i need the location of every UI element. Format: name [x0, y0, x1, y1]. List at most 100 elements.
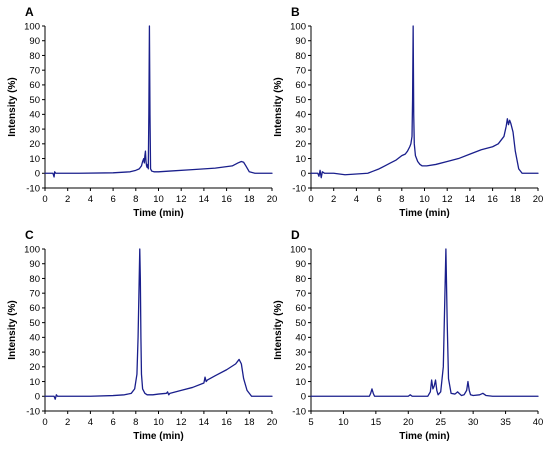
y-tick-label-d: 50: [295, 318, 306, 329]
x-tick-label-a: 2: [65, 194, 70, 205]
x-tick-label-b: 20: [533, 194, 544, 205]
y-tick-label-c: 80: [29, 274, 40, 285]
y-tick-label-b: 80: [295, 51, 306, 62]
y-tick-label-a: 50: [29, 95, 40, 106]
y-tick-label-d: 60: [295, 303, 306, 314]
x-tick-label-a: 16: [221, 194, 232, 205]
y-tick-label-a: 70: [29, 65, 40, 76]
x-tick-label-d: 20: [403, 417, 414, 428]
y-tick-label-b: 0: [301, 169, 306, 180]
x-tick-label-d: 25: [435, 417, 446, 428]
x-tick-label-c: 8: [133, 417, 138, 428]
y-tick-label-c: 60: [29, 303, 40, 314]
x-tick-label-c: 14: [199, 417, 210, 428]
x-tick-label-c: 18: [244, 417, 255, 428]
x-tick-label-b: 4: [354, 194, 359, 205]
y-tick-label-b: 20: [295, 139, 306, 150]
panel-label-b: B: [291, 5, 300, 19]
y-tick-label-a: 80: [29, 51, 40, 62]
x-tick-label-b: 6: [376, 194, 381, 205]
x-tick-label-b: 8: [399, 194, 404, 205]
x-axis-title-c: Time (min): [133, 431, 183, 442]
y-tick-label-d: 30: [295, 347, 306, 358]
y-tick-label-a: 90: [29, 36, 40, 47]
y-tick-label-c: 30: [29, 347, 40, 358]
y-tick-label-c: 70: [29, 288, 40, 299]
y-tick-label-a: 100: [24, 21, 40, 32]
y-tick-label-b: 50: [295, 95, 306, 106]
y-tick-label-c: 10: [29, 377, 40, 388]
x-axis-title-a: Time (min): [133, 208, 183, 219]
panel-label-d: D: [291, 228, 300, 242]
y-tick-label-d: -10: [292, 406, 306, 417]
x-tick-label-c: 0: [42, 417, 47, 428]
x-tick-label-b: 2: [331, 194, 336, 205]
y-tick-label-b: 90: [295, 36, 306, 47]
y-tick-label-c: 50: [29, 318, 40, 329]
x-tick-label-b: 14: [465, 194, 476, 205]
y-tick-label-d: 0: [301, 392, 306, 403]
x-tick-label-c: 12: [176, 417, 187, 428]
y-tick-label-b: 10: [295, 154, 306, 165]
y-tick-label-c: -10: [26, 406, 40, 417]
x-tick-label-c: 4: [88, 417, 93, 428]
y-axis-title-d: Intensity (%): [273, 300, 284, 359]
x-tick-label-c: 20: [267, 417, 278, 428]
y-tick-label-d: 40: [295, 333, 306, 344]
y-tick-label-c: 100: [24, 244, 40, 255]
x-tick-label-b: 12: [442, 194, 453, 205]
x-tick-label-d: 5: [308, 417, 313, 428]
y-tick-label-d: 100: [290, 244, 306, 255]
y-tick-label-a: 30: [29, 124, 40, 135]
x-tick-label-c: 2: [65, 417, 70, 428]
panel-label-c: C: [25, 228, 34, 242]
x-tick-label-a: 12: [176, 194, 187, 205]
y-axis-title-c: Intensity (%): [7, 300, 18, 359]
y-tick-label-d: 80: [295, 274, 306, 285]
x-tick-label-a: 14: [199, 194, 210, 205]
x-tick-label-d: 10: [338, 417, 349, 428]
chromatogram-trace-a: [44, 25, 273, 178]
y-axis-title-b: Intensity (%): [273, 77, 284, 136]
x-tick-label-b: 0: [308, 194, 313, 205]
y-tick-label-a: -10: [26, 183, 40, 194]
y-tick-label-a: 10: [29, 154, 40, 165]
x-tick-label-a: 10: [153, 194, 164, 205]
y-tick-label-a: 60: [29, 80, 40, 91]
y-tick-label-c: 90: [29, 259, 40, 270]
x-tick-label-c: 6: [110, 417, 115, 428]
x-tick-label-d: 30: [468, 417, 479, 428]
chromatogram-trace-c: [44, 248, 273, 400]
x-tick-label-a: 20: [267, 194, 278, 205]
y-tick-label-a: 20: [29, 139, 40, 150]
y-tick-label-b: 70: [295, 65, 306, 76]
x-tick-label-a: 0: [42, 194, 47, 205]
y-tick-label-d: 70: [295, 288, 306, 299]
y-tick-label-c: 40: [29, 333, 40, 344]
x-tick-label-b: 16: [487, 194, 498, 205]
chromatogram-trace-b: [310, 25, 539, 179]
x-tick-label-c: 10: [153, 417, 164, 428]
y-tick-label-d: 10: [295, 377, 306, 388]
x-tick-label-a: 6: [110, 194, 115, 205]
x-tick-label-a: 8: [133, 194, 138, 205]
x-tick-label-a: 18: [244, 194, 255, 205]
x-tick-label-d: 40: [533, 417, 544, 428]
y-tick-label-b: 40: [295, 110, 306, 121]
x-tick-label-d: 35: [500, 417, 511, 428]
x-axis-title-b: Time (min): [399, 208, 449, 219]
y-tick-label-b: 30: [295, 124, 306, 135]
x-tick-label-d: 15: [371, 417, 382, 428]
y-tick-label-d: 20: [295, 362, 306, 373]
chromatogram-trace-d: [310, 248, 539, 397]
y-tick-label-a: 40: [29, 110, 40, 121]
y-tick-label-b: 60: [295, 80, 306, 91]
y-tick-label-c: 20: [29, 362, 40, 373]
y-axis-title-a: Intensity (%): [7, 77, 18, 136]
x-tick-label-b: 10: [419, 194, 430, 205]
x-tick-label-b: 18: [510, 194, 521, 205]
